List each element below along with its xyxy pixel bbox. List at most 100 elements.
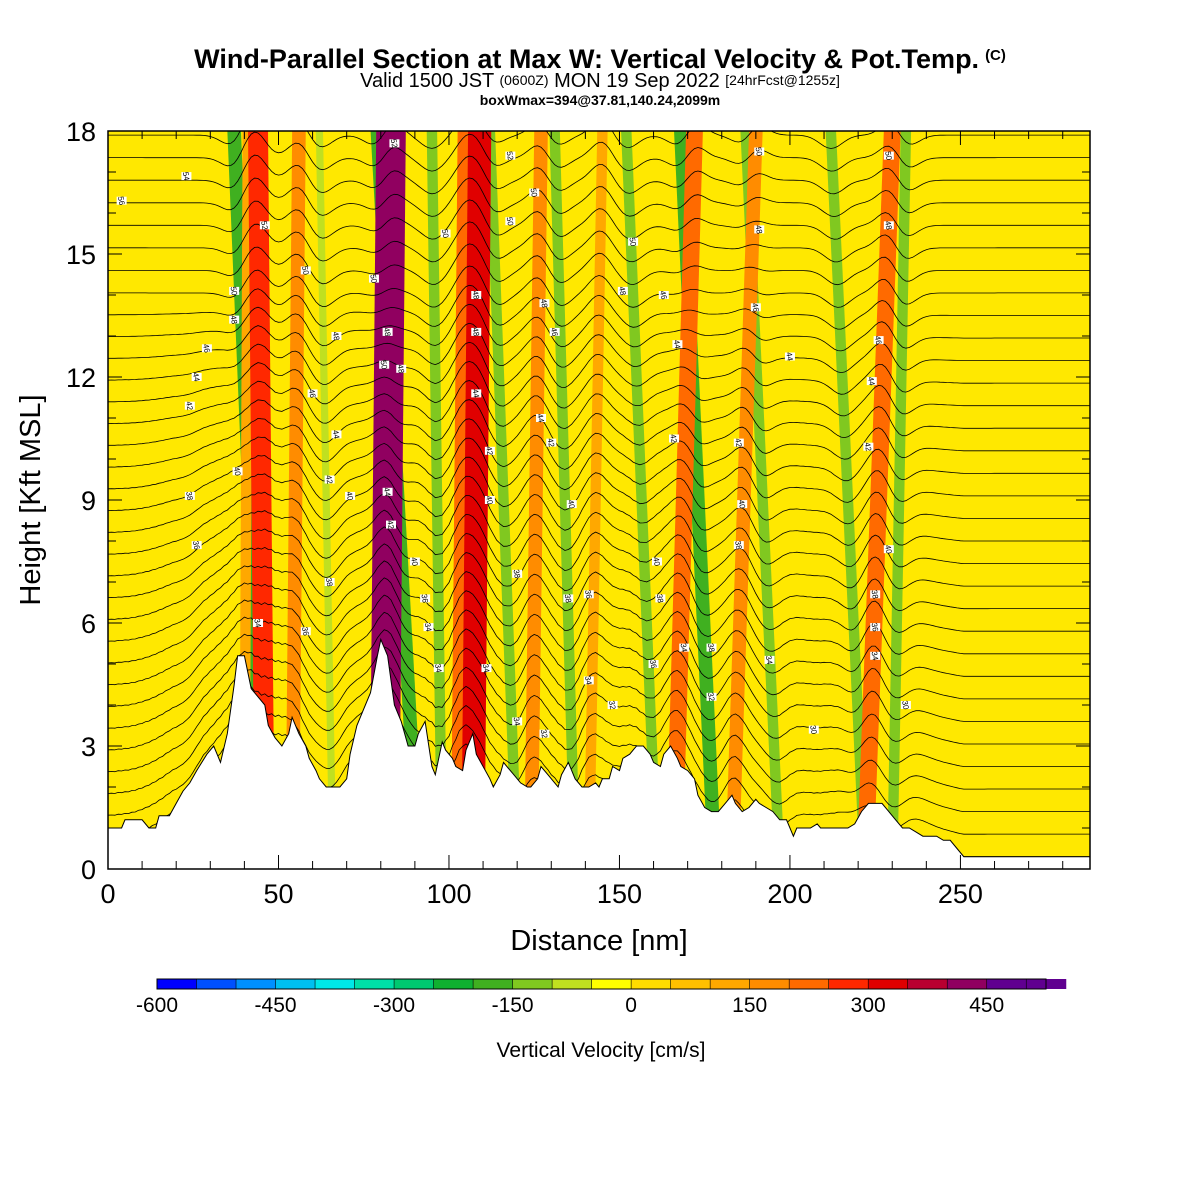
contour-label-bg [566, 500, 577, 509]
contour-label: 36 [419, 593, 430, 604]
contour-label-bg [669, 434, 680, 443]
contour-label: 34 [252, 618, 263, 629]
contour-label: 50 [300, 265, 311, 276]
colorbar-title: Vertical Velocity [cm/s] [497, 1039, 706, 1062]
contour-label: 42 [324, 474, 335, 485]
contour-label-bg [440, 229, 451, 238]
contour-label: 34 [511, 716, 522, 727]
y-tick-label: 6 [81, 609, 96, 639]
isentrope-line [108, 560, 1090, 655]
contour-label: 50 [228, 286, 239, 297]
isentrope-line [108, 177, 1090, 218]
chart-title: Wind-Parallel Section at Max W: Vertical… [0, 44, 1200, 75]
isentrope-line [108, 594, 1090, 700]
contour-label-bg [505, 217, 516, 226]
contour-label-bg [481, 664, 492, 673]
contour-label-bg [379, 360, 390, 369]
contour-label: 38 [184, 491, 195, 502]
isentrope-line [108, 473, 1090, 546]
chart-title-text: Wind-Parallel Section at Max W: Vertical… [194, 44, 980, 74]
theta-contours [108, 87, 1090, 858]
y-tick-label: 3 [81, 732, 96, 762]
contour-label-bg [873, 336, 884, 345]
contour-label: 40 [883, 544, 894, 555]
colorbar-swatch [552, 979, 593, 989]
contour-label-bg [583, 676, 594, 685]
isentrope-line [108, 664, 1090, 790]
contour-label: 38 [869, 589, 880, 600]
contour-label: 42 [863, 442, 874, 453]
contour-label-bg [505, 151, 516, 160]
contour-label-bg [324, 475, 335, 484]
colorbar-swatch [828, 979, 869, 989]
contour-label: 40 [344, 491, 355, 502]
contour-label: 34 [679, 643, 690, 654]
contour-label: 32 [539, 729, 550, 740]
y-axis-title: Height [Kft MSL] [15, 394, 47, 605]
contour-label-bg [536, 414, 547, 422]
contour-label-bg [764, 655, 775, 664]
colorbar-swatch [275, 979, 316, 989]
contour-label-bg [184, 401, 195, 410]
isentrope-line [108, 526, 1090, 612]
isentrope-line [108, 87, 1090, 126]
contour-label-bg [331, 332, 342, 340]
contour-label: 36 [869, 622, 880, 633]
contour-label: 52 [505, 151, 516, 162]
contour-label: 50 [754, 146, 765, 157]
contour-label-bg [191, 373, 202, 381]
x-tick-label: 200 [767, 879, 812, 909]
isentrope-line [108, 361, 1090, 417]
contour-label-bg [866, 377, 877, 386]
contour-label-bg [539, 299, 550, 308]
isentrope-line [108, 243, 1090, 286]
contour-label: 42 [733, 438, 744, 449]
colorbar-swatch [157, 979, 198, 989]
contour-label: 42 [184, 401, 195, 412]
terrain-mask [107, 637, 1091, 870]
colorbar-tick-label: 150 [732, 994, 767, 1017]
contour-label-bg [784, 352, 795, 361]
contour-label-bg [539, 729, 550, 738]
contour-label-bg [750, 303, 761, 312]
contour-label-bg [259, 221, 270, 230]
contour-label-bg [420, 594, 431, 603]
colorbar-swatch [236, 979, 277, 989]
x-tick-label: 50 [263, 879, 293, 909]
colorbar-swatch [196, 979, 237, 989]
contour-label: 34 [869, 651, 880, 662]
contour-label: 50 [368, 274, 379, 285]
y-tick-label: 18 [66, 117, 96, 147]
contour-label: 40 [566, 499, 577, 510]
colorbar-swatch [631, 979, 672, 989]
contour-label: 38 [733, 540, 744, 551]
contour-label-bg [655, 594, 666, 603]
contour-label-bg [300, 266, 311, 275]
contour-label: 46 [201, 343, 212, 354]
contour-label: 32 [706, 692, 717, 703]
colorbar-tick-label: -150 [492, 994, 534, 1017]
contour-label-bg [191, 541, 202, 550]
contour-label-bg [409, 557, 420, 566]
colorbar-frame [156, 978, 1047, 990]
contour-label-bg [512, 717, 523, 726]
colorbar-tick-label: 300 [851, 994, 886, 1017]
contour-label: 40 [651, 556, 662, 567]
contour-label-bg [737, 500, 748, 509]
contour-label-bg [229, 315, 240, 324]
contour-label: 34 [423, 622, 434, 633]
copyright-mark: (C) [985, 47, 1006, 64]
colorbar-swatch [394, 979, 435, 989]
chart-subtitle: Valid 1500 JST (0600Z) MON 19 Sep 2022 [… [0, 70, 1200, 93]
colorbar: -600 -450 -300 -150 0 150 300 450 [136, 978, 1067, 1017]
contour-label-bg [733, 438, 744, 447]
contour-label-bg [433, 664, 444, 673]
contour-label: 34 [481, 663, 492, 674]
colorbar-swatch [710, 979, 751, 989]
contour-label-bg [754, 147, 765, 156]
contour-label: 38 [563, 593, 574, 604]
y-tick-label: 9 [81, 486, 96, 516]
contour-label: 56 [116, 196, 127, 207]
